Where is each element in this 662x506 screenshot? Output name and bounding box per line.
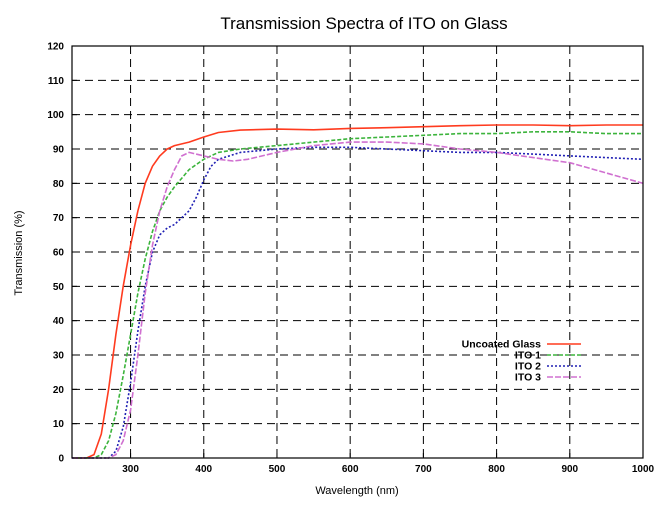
y-tick-label: 60 <box>53 248 65 259</box>
y-tick-label: 70 <box>53 213 65 224</box>
series-lines <box>72 124 644 459</box>
legend-label: ITO 1 <box>515 350 541 362</box>
y-tick-label: 20 <box>53 385 65 396</box>
x-tick-label: 500 <box>269 464 286 475</box>
y-tick-label: 120 <box>47 42 64 53</box>
series-line-4 <box>72 141 644 459</box>
chart-title: Transmission Spectra of ITO on Glass <box>220 14 507 33</box>
y-axis-label: Transmission (%) <box>13 210 25 295</box>
y-tick-label: 110 <box>48 76 65 87</box>
gridlines <box>72 46 643 458</box>
y-tick-label: 10 <box>53 419 65 430</box>
legend-label: Uncoated Glass <box>462 339 542 351</box>
x-axis-label: Wavelength (nm) <box>315 485 398 497</box>
x-tick-label: 700 <box>415 464 432 475</box>
tick-labels: 0 10 20 30 40 50 60 70 80 90 100 110 120 300 400 500 600… <box>47 42 654 476</box>
y-tick-label: 100 <box>47 110 64 121</box>
legend-label: ITO 2 <box>515 361 541 373</box>
legend-label: ITO 3 <box>515 372 541 384</box>
series-line-1 <box>72 124 643 459</box>
series-line-3 <box>72 146 644 459</box>
y-tick-label: 90 <box>53 145 65 156</box>
y-tick-label: 40 <box>53 316 65 327</box>
y-tick-label: 50 <box>53 282 65 293</box>
y-tick-label: 30 <box>53 351 65 362</box>
series-line-2 <box>72 131 643 459</box>
x-tick-label: 900 <box>561 464 578 475</box>
x-tick-label: 1000 <box>632 464 655 475</box>
y-tick-label: 0 <box>58 454 64 465</box>
y-tick-label: 80 <box>53 179 65 190</box>
x-tick-label: 400 <box>195 464 212 475</box>
x-tick-label: 300 <box>122 464 139 475</box>
x-tick-label: 600 <box>342 464 359 475</box>
x-tick-label: 800 <box>488 464 505 475</box>
